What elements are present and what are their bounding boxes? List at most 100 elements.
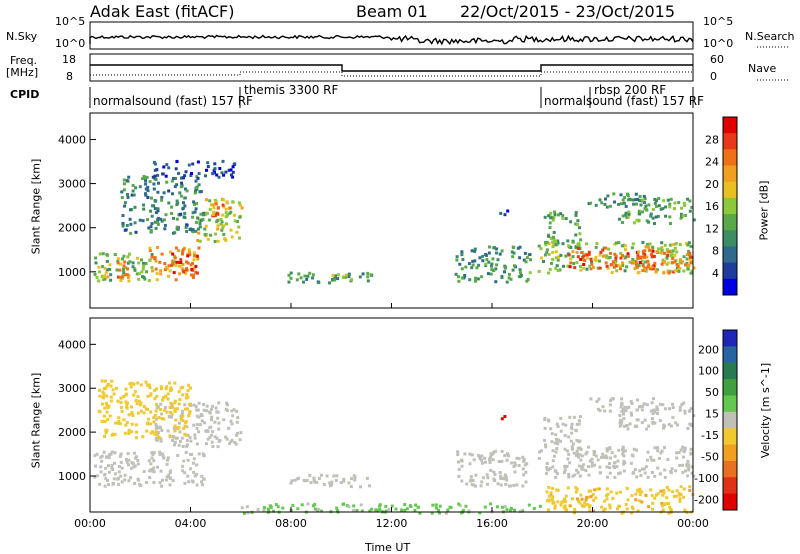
heatmap-cell	[103, 406, 107, 410]
heatmap-cell	[353, 475, 357, 479]
heatmap-cell	[151, 469, 155, 473]
heatmap-cell	[483, 456, 487, 460]
heatmap-cell	[342, 477, 346, 481]
heatmap-cell	[689, 271, 693, 275]
heatmap-cell	[574, 486, 578, 490]
heatmap-cell	[127, 279, 131, 283]
heatmap-cell	[456, 450, 460, 454]
heatmap-cell	[369, 273, 373, 277]
heatmap-cell	[650, 255, 654, 259]
heatmap-cell	[673, 201, 677, 205]
heatmap-cell	[93, 454, 97, 458]
heatmap-cell	[103, 472, 107, 476]
station-title: Adak East (fitACF)	[90, 2, 235, 21]
heatmap-cell	[221, 213, 225, 217]
heatmap-cell	[347, 273, 351, 277]
colorbar-segment	[723, 214, 737, 231]
heatmap-cell	[627, 212, 631, 216]
heatmap-cell	[681, 471, 685, 474]
heatmap-cell	[640, 408, 644, 412]
heatmap-cell	[597, 397, 601, 401]
heatmap-cell	[118, 422, 122, 426]
heatmap-cell	[208, 199, 212, 203]
heatmap-cell	[598, 253, 602, 257]
heatmap-cell	[169, 386, 173, 390]
heatmap-cell	[687, 241, 691, 245]
heatmap-cell	[647, 220, 651, 224]
heatmap-cell	[524, 480, 528, 484]
heatmap-cell	[577, 422, 581, 426]
heatmap-cell	[191, 215, 195, 219]
heatmap-cell	[162, 191, 166, 195]
heatmap-cell	[378, 503, 382, 507]
heatmap-cell	[545, 490, 549, 494]
heatmap-cell	[230, 235, 234, 239]
heatmap-cell	[649, 455, 653, 459]
heatmap-cell	[638, 492, 642, 496]
heatmap-cell	[626, 194, 630, 198]
heatmap-cell	[102, 275, 106, 279]
heatmap-cell	[216, 445, 220, 449]
heatmap-cell	[553, 441, 557, 445]
heatmap-cell	[554, 256, 558, 260]
heatmap-cell	[416, 505, 420, 509]
heatmap-cell	[544, 243, 548, 247]
heatmap-cell	[103, 420, 107, 424]
heatmap-cell	[181, 250, 185, 254]
heatmap-cell	[119, 406, 123, 410]
heatmap-cell	[572, 451, 576, 455]
heatmap-cell	[237, 225, 241, 229]
heatmap-cell	[575, 422, 579, 426]
heatmap-cell	[563, 497, 566, 501]
heatmap-cell	[647, 263, 651, 267]
heatmap-cell	[539, 247, 543, 251]
heatmap-cell	[495, 247, 498, 251]
heatmap-cell	[126, 452, 130, 456]
heatmap-cell	[95, 452, 99, 456]
heatmap-cell	[118, 275, 122, 279]
heatmap-cell	[640, 421, 644, 425]
heatmap-cell	[305, 478, 309, 482]
heatmap-cell	[492, 246, 496, 250]
heatmap-cell	[673, 253, 677, 257]
heatmap-cell	[214, 200, 217, 204]
heatmap-cell	[199, 212, 203, 216]
heatmap-cell	[560, 500, 564, 504]
heatmap-cell	[218, 439, 222, 442]
heatmap-cell	[131, 189, 135, 193]
nsky-panel-frame	[89, 21, 694, 50]
heatmap-cell	[488, 458, 492, 462]
heatmap-cell	[167, 381, 171, 385]
heatmap-cell	[227, 426, 231, 430]
heatmap-cell	[216, 227, 220, 231]
heatmap-cell	[124, 266, 128, 270]
heatmap-cell	[585, 253, 589, 257]
heatmap-cell	[458, 504, 462, 508]
heatmap-cell	[181, 469, 185, 473]
heatmap-cell	[680, 215, 684, 219]
heatmap-cell	[117, 419, 121, 423]
heatmap-cell	[195, 423, 199, 427]
y-tick-label: 4000	[58, 133, 86, 146]
heatmap-cell	[187, 163, 191, 167]
heatmap-cell	[110, 433, 114, 437]
heatmap-cell	[108, 267, 112, 271]
heatmap-cell	[598, 409, 602, 413]
heatmap-cell	[498, 252, 502, 256]
heatmap-cell	[490, 453, 494, 457]
heatmap-cell	[177, 213, 181, 217]
heatmap-cell	[101, 395, 105, 399]
heatmap-cell	[214, 406, 218, 410]
heatmap-cell	[151, 430, 154, 434]
heatmap-cell	[105, 410, 109, 414]
cpid-segment-1: normalsound (fast) 157 RF	[93, 94, 253, 108]
heatmap-cell	[141, 177, 145, 181]
heatmap-cell	[342, 479, 346, 483]
heatmap-cell	[517, 464, 521, 467]
heatmap-cell	[192, 470, 196, 474]
heatmap-cell	[222, 205, 226, 209]
heatmap-cell	[161, 478, 164, 482]
heatmap-cell	[468, 452, 472, 456]
